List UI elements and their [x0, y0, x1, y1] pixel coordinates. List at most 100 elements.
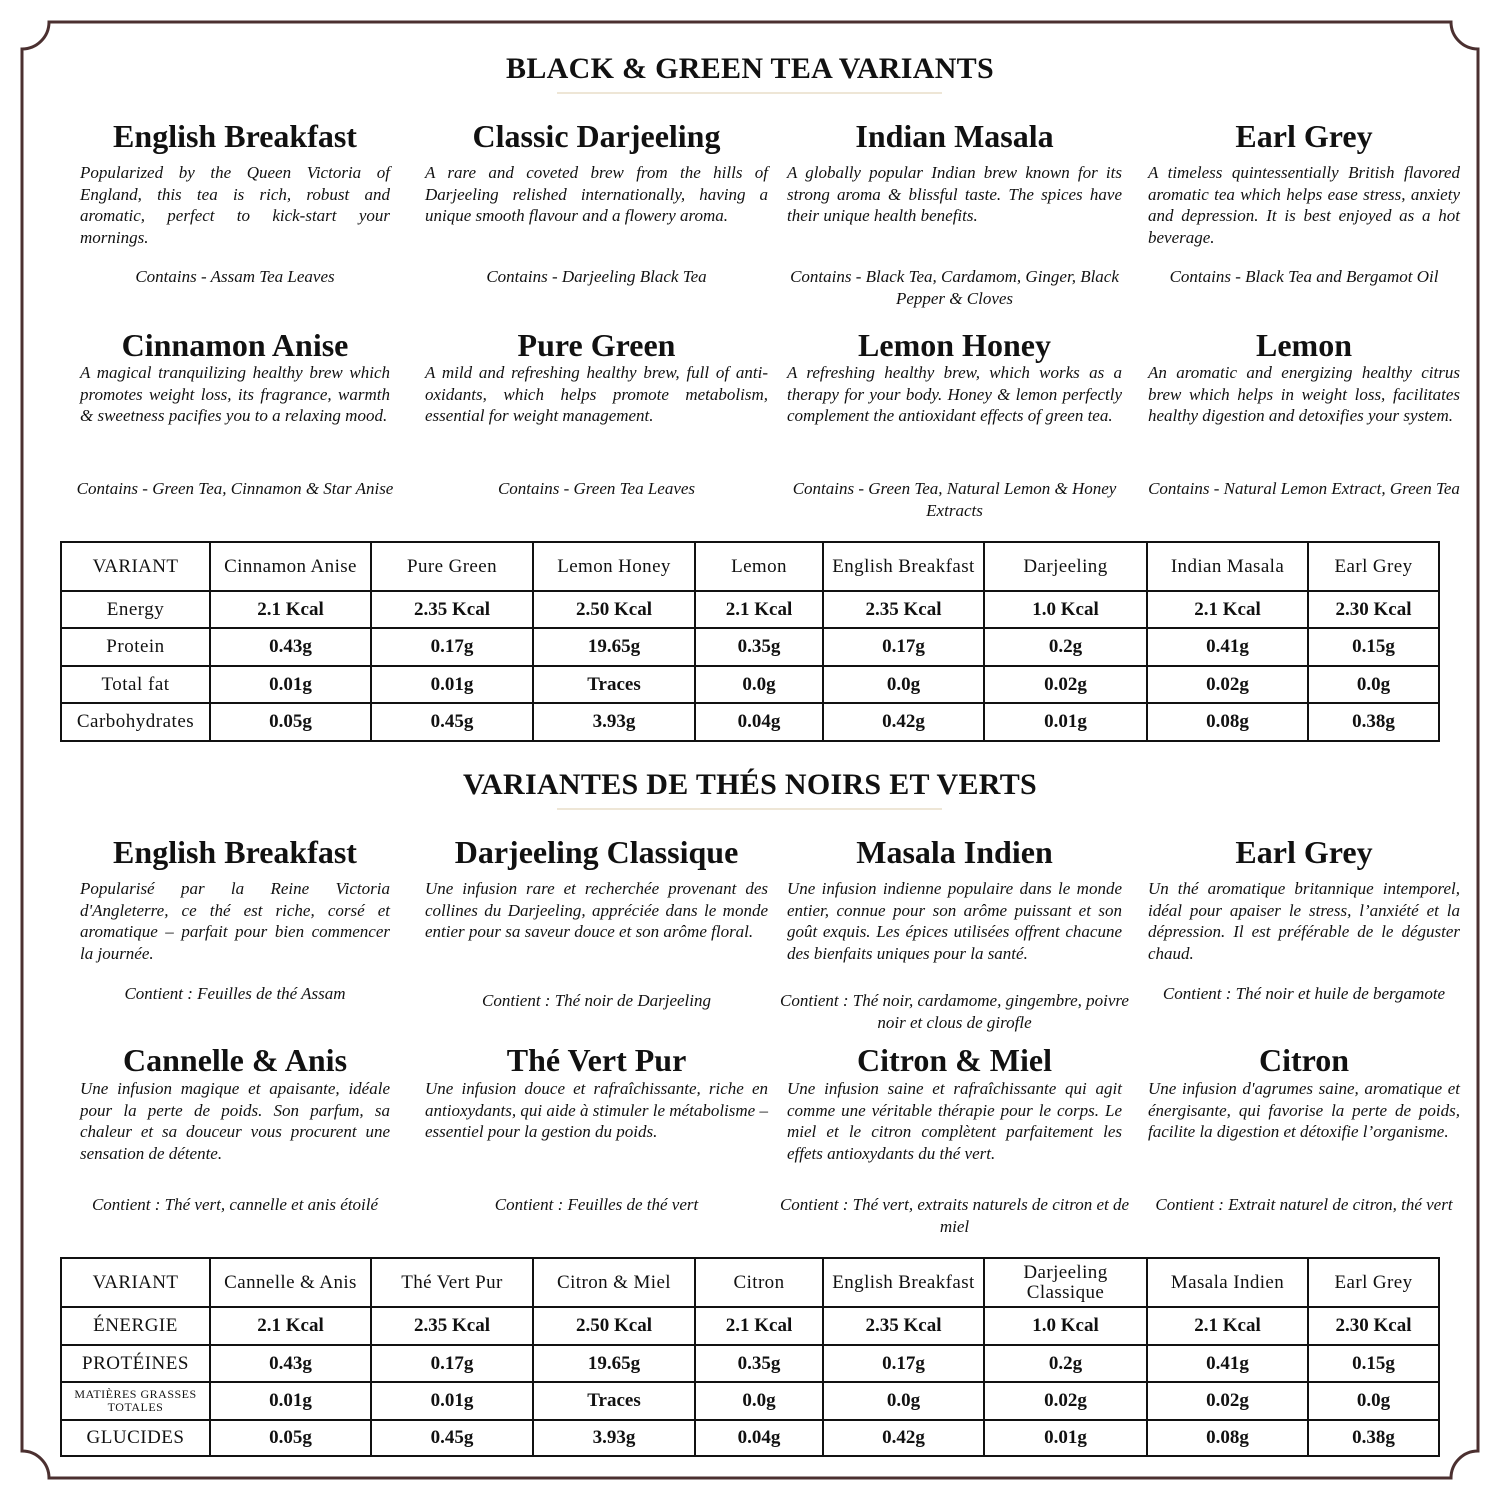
table-cell: 2.30 Kcal	[1307, 590, 1440, 629]
row-label: MATIÈRES GRASSES TOTALES	[60, 1381, 211, 1421]
column-header: Pure Green	[370, 541, 534, 592]
column-header: English Breakfast	[822, 541, 985, 592]
table-cell: 2.1 Kcal	[209, 1306, 372, 1346]
tea-description: Une infusion magique et apaisante, idéal…	[80, 1079, 390, 1163]
table-cell: 0.42g	[822, 1419, 985, 1457]
tea-card: Earl Grey A timeless quintessentially Bri…	[1148, 0, 1460, 1500]
tea-title: Citron & Miel	[857, 1042, 1052, 1078]
tea-ingredients: Contains - Green Tea, Cinnamon & Star An…	[76, 479, 394, 498]
table-cell: 0.45g	[370, 702, 534, 742]
table-cell: 0.38g	[1307, 1419, 1440, 1457]
table-cell: 0.41g	[1146, 1344, 1309, 1383]
section-heading: BLACK & GREEN TEA VARIANTS	[506, 52, 994, 85]
table-cell: 0.43g	[209, 627, 372, 667]
row-label: Carbohydrates	[60, 702, 211, 742]
tea-ingredients: Contient : Thé noir de Darjeeling	[481, 991, 711, 1010]
table-cell: 1.0 Kcal	[983, 1306, 1148, 1346]
tea-title: Lemon	[1256, 327, 1352, 363]
table-cell: 0.01g	[370, 665, 534, 704]
tea-ingredients: Contains - Darjeeling Black Tea	[486, 267, 707, 286]
table-cell: 0.01g	[209, 665, 372, 704]
table-cell: 0.0g	[1307, 665, 1440, 704]
table-cell: 0.0g	[694, 1381, 824, 1421]
row-label: ÉNERGIE	[60, 1306, 211, 1346]
table-cell: 2.35 Kcal	[370, 1306, 534, 1346]
tea-ingredients: Contains - Black Tea, Cardamom, Ginger, …	[790, 267, 1119, 308]
column-header: Lemon	[694, 541, 824, 592]
tea-card: English Breakfast Popularized by the Quee…	[80, 0, 390, 1500]
table-row: ÉNERGIE 2.1 Kcal 2.35 Kcal 2.50 Kcal 2.1 Kca…	[60, 1306, 1440, 1346]
column-header: VARIANT	[60, 1257, 211, 1308]
tea-card: Thé Vert Pur Une infusion douce et rafraî…	[425, 0, 768, 1500]
table-cell: 2.35 Kcal	[822, 590, 985, 629]
table-cell: 2.1 Kcal	[1146, 1306, 1309, 1346]
tea-description: Une infusion rare et recherchée provenan…	[425, 879, 768, 942]
tea-title: Masala Indien	[856, 834, 1053, 870]
column-header: Citron & Miel	[532, 1257, 696, 1308]
tea-ingredients: Contient : Thé vert, cannelle et anis ét…	[91, 1195, 379, 1214]
table-cell: 19.65g	[532, 627, 696, 667]
table-cell: 0.0g	[822, 1381, 985, 1421]
tea-description: Une infusion douce et rafraîchissante, r…	[425, 1079, 768, 1142]
table-cell: 0.0g	[694, 665, 824, 704]
table-cell: Traces	[532, 1381, 696, 1421]
table-cell: 0.15g	[1307, 1344, 1440, 1383]
heading-underline	[557, 92, 942, 94]
table-cell: 0.08g	[1146, 1419, 1309, 1457]
tea-title: Darjeeling Classique	[454, 834, 739, 870]
table-cell: 0.17g	[370, 627, 534, 667]
table-row: PROTÉINES 0.43g 0.17g 19.65g 0.35g 0.17g 0.2g 0…	[60, 1344, 1440, 1383]
tea-ingredients: Contient : Feuilles de thé Assam	[124, 984, 346, 1003]
table-cell: 2.1 Kcal	[694, 590, 824, 629]
tea-title: Thé Vert Pur	[506, 1042, 687, 1078]
table-cell: 0.45g	[370, 1419, 534, 1457]
tea-description: Un thé aromatique britannique intemporel…	[1148, 879, 1460, 963]
tea-description: Une infusion saine et rafraîchissante qu…	[787, 1079, 1122, 1163]
tea-title: Indian Masala	[855, 118, 1054, 154]
nutrition-table: VARIANT Cannelle & Anis Thé Vert Pur Citron…	[60, 1257, 1440, 1457]
tea-ingredients: Contient : Thé vert, extraits naturels d…	[779, 1195, 1130, 1236]
table-cell: 2.1 Kcal	[694, 1306, 824, 1346]
tea-title: Earl Grey	[1235, 118, 1373, 154]
table-cell: 2.50 Kcal	[532, 1306, 696, 1346]
table-row: Total fat 0.01g 0.01g Traces 0.0g 0.0g 0.02g 0.…	[60, 665, 1440, 704]
table-cell: 3.93g	[532, 1419, 696, 1457]
table-row: GLUCIDES 0.05g 0.45g 3.93g 0.04g 0.42g 0.01g 0.…	[60, 1419, 1440, 1457]
row-label: GLUCIDES	[60, 1419, 211, 1457]
row-label: Total fat	[60, 665, 211, 704]
tea-ingredients: Contient : Thé noir, cardamome, gingembr…	[780, 991, 1129, 1032]
table-cell: 0.2g	[983, 627, 1148, 667]
row-label: PROTÉINES	[60, 1344, 211, 1383]
table-cell: 0.43g	[209, 1344, 372, 1383]
tea-title: Lemon Honey	[858, 327, 1051, 363]
table-cell: 2.50 Kcal	[532, 590, 696, 629]
table-cell: 0.17g	[822, 627, 985, 667]
table-cell: 0.04g	[694, 702, 824, 742]
tea-card: Cinnamon Anise A magical tranquilizing he…	[77, 0, 394, 1500]
table-cell: 2.30 Kcal	[1307, 1306, 1440, 1346]
tea-title: Pure Green	[517, 327, 676, 363]
tea-description: Une infusion d'agrumes saine, aromatique…	[1148, 1079, 1460, 1142]
row-label: Protein	[60, 627, 211, 667]
tea-ingredients: Contient : Feuilles de thé vert	[494, 1195, 699, 1214]
tea-title: English Breakfast	[113, 834, 357, 870]
column-header: Lemon Honey	[532, 541, 696, 592]
tea-description: A refreshing healthy brew, which works a…	[787, 363, 1122, 426]
table-cell: 0.08g	[1146, 702, 1309, 742]
tea-description: A timeless quintessentially British flav…	[1148, 163, 1460, 247]
tea-card: Earl Grey Un thé aromatique britannique i…	[1148, 0, 1460, 1500]
table-cell: 0.17g	[370, 1344, 534, 1383]
tea-description: Popularized by the Queen Victoria of Eng…	[80, 163, 390, 247]
table-row: Energy 2.1 Kcal 2.35 Kcal 2.50 Kcal 2.1 Kcal…	[60, 590, 1440, 629]
tea-ingredients: Contains - Green Tea Leaves	[497, 479, 696, 498]
table-row: Protein 0.43g 0.17g 19.65g 0.35g 0.17g 0.2g 0.4…	[60, 627, 1440, 667]
column-header: Indian Masala	[1146, 541, 1309, 592]
table-cell: 2.35 Kcal	[822, 1306, 985, 1346]
table-cell: 0.05g	[209, 1419, 372, 1457]
nutrition-table: VARIANT Cinnamon Anise Pure Green Lemon Hon…	[60, 541, 1440, 742]
column-header: Earl Grey	[1307, 541, 1440, 592]
table-cell: Traces	[532, 665, 696, 704]
table-cell: 0.01g	[983, 702, 1148, 742]
tea-card: Classic Darjeeling A rare and coveted bre…	[425, 0, 768, 1500]
tea-description: An aromatic and energizing healthy citru…	[1148, 363, 1460, 426]
